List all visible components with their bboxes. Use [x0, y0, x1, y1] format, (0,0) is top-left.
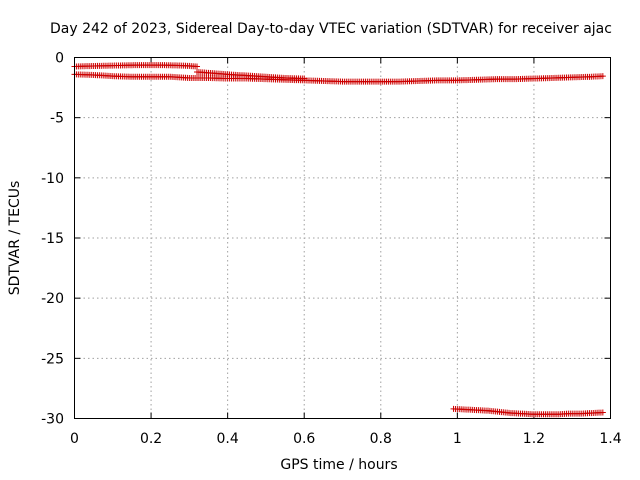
x-tick-label: 0: [70, 431, 79, 447]
x-tick-label: 0.4: [217, 431, 239, 447]
x-tick-label: 1.2: [523, 431, 545, 447]
data-point: [599, 73, 606, 80]
y-tick-label: -5: [50, 111, 64, 127]
x-axis-title: GPS time / hours: [280, 457, 397, 473]
x-tick-label: 0.6: [293, 431, 315, 447]
y-axis-title: SDTVAR / TECUs: [7, 181, 23, 296]
x-tick-label: 0.8: [370, 431, 392, 447]
plot-frame: [74, 57, 611, 419]
y-tick-label: -10: [41, 171, 64, 187]
y-tick-label: 0: [55, 51, 64, 67]
satellite-track-b: [71, 62, 201, 70]
y-tick-label: -20: [41, 291, 64, 307]
y-tick-label: -15: [41, 231, 64, 247]
data-point: [301, 75, 308, 82]
satellite-track-c: [194, 68, 308, 82]
data-point: [599, 409, 606, 416]
axes: 0 0.2 0.4 0.6 0.8 1 1.2 1.4 0 -5 -10 -15 -20 -25 -30: [41, 51, 622, 448]
x-tick-label: 0.2: [140, 431, 162, 447]
satellite-track-a: [71, 71, 606, 85]
satellite-track-d: [450, 405, 606, 418]
y-tick-label: -30: [41, 412, 64, 428]
grid-lines: [74, 57, 611, 419]
chart-title: Day 242 of 2023, Sidereal Day-to-day VTE…: [50, 21, 612, 37]
data-series: [71, 62, 606, 418]
data-point: [194, 63, 201, 70]
x-tick-label: 1: [453, 431, 462, 447]
y-tick-label: -25: [41, 351, 64, 367]
x-tick-label: 1.4: [599, 431, 621, 447]
